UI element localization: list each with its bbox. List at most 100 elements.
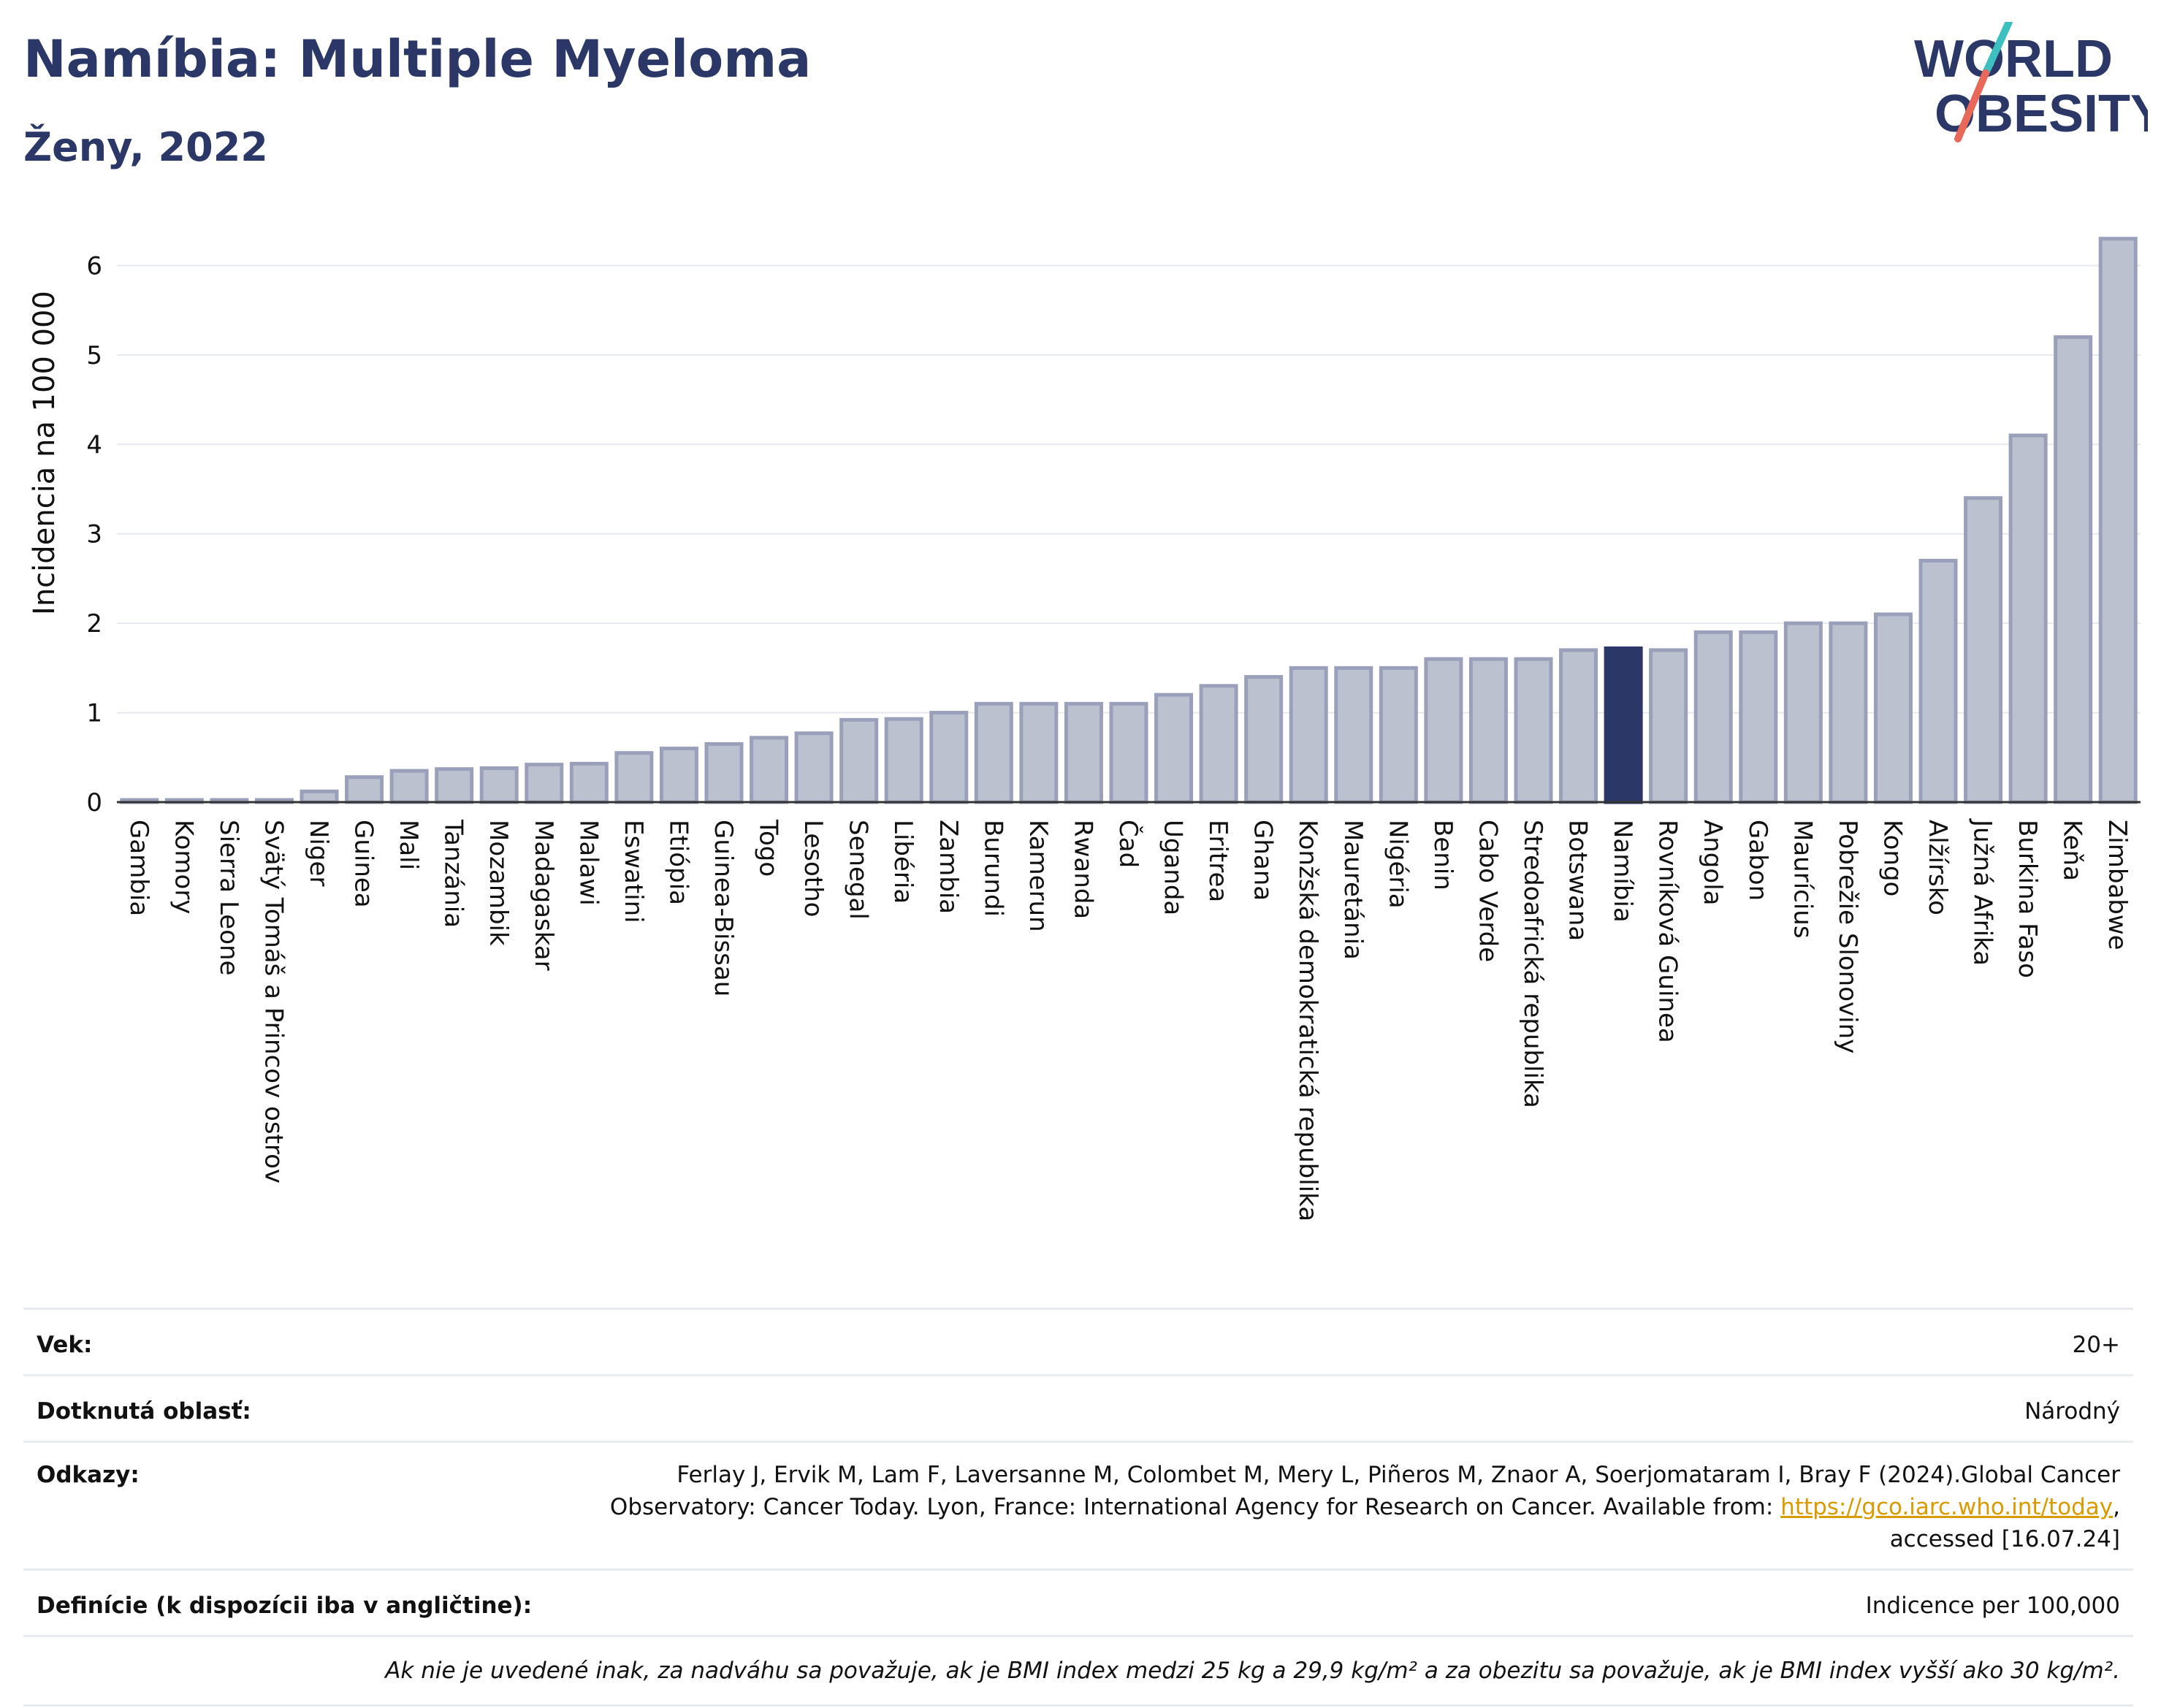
bar[interactable] [479, 766, 519, 804]
bar[interactable] [435, 767, 474, 804]
bar[interactable] [1559, 648, 1598, 804]
bar[interactable] [1154, 693, 1194, 804]
info-row-definitions: Definície (k dispozícii iba v angličtine… [23, 1568, 2133, 1635]
references-label: Odkazy: [37, 1462, 140, 1488]
x-tick-label: Gambia [124, 820, 153, 916]
bar[interactable] [614, 751, 654, 804]
bar[interactable] [704, 741, 744, 804]
x-tick-label: Svätý Tomáš a Princov ostrov [259, 820, 288, 1183]
x-axis-labels: Gambia Komory Sierra Leone Svätý Tomáš a Pr… [124, 818, 2132, 1221]
bar[interactable] [1604, 646, 1643, 804]
chart-title: Namíbia: Multiple Myeloma [23, 29, 812, 89]
x-tick-label: Rovníková Guinea [1653, 820, 1682, 1043]
bar[interactable] [569, 761, 609, 804]
y-tick-label: 5 [86, 341, 102, 370]
x-tick-label: Uganda [1159, 820, 1188, 915]
bar[interactable] [525, 763, 564, 804]
bar[interactable] [750, 736, 789, 804]
bar[interactable] [300, 789, 339, 804]
bar[interactable] [2054, 335, 2093, 804]
x-tick-label: Nigéria [1383, 820, 1412, 909]
age-value: 20+ [2072, 1332, 2120, 1358]
bar[interactable] [1199, 684, 1238, 804]
bar[interactable] [1424, 657, 1463, 804]
bar[interactable] [1918, 558, 1958, 804]
bar[interactable] [389, 769, 429, 804]
bar[interactable] [1379, 666, 1418, 804]
bar[interactable] [2098, 237, 2138, 804]
bar[interactable] [794, 731, 834, 804]
bar[interactable] [1334, 666, 1373, 804]
bars [120, 237, 2138, 804]
x-tick-label: Mozambik [484, 820, 513, 946]
bar[interactable] [1739, 630, 1778, 804]
x-tick-label: Senegal [844, 820, 873, 920]
x-tick-label: Burkina Faso [2013, 820, 2042, 978]
bar[interactable] [884, 717, 923, 804]
x-tick-label: Burundi [978, 820, 1007, 917]
x-tick-label: Namíbia [1608, 820, 1637, 923]
bar[interactable] [1829, 621, 1868, 804]
x-tick-label: Pobrežie Slonoviny [1833, 820, 1862, 1053]
x-tick-label: Angola [1698, 820, 1727, 905]
bar[interactable] [1468, 657, 1508, 804]
bar[interactable] [2008, 433, 2048, 804]
bar[interactable] [1693, 630, 1733, 804]
area-value: Národný [2024, 1398, 2120, 1425]
bar-chart: 0 1 2 3 4 5 6 Gambia Komory Sierra Leone Svätý To… [28, 237, 2141, 1221]
x-tick-label: Kongo [1878, 820, 1907, 896]
x-tick-label: Guinea [349, 820, 378, 908]
x-tick-label: Mali [394, 820, 423, 870]
bar[interactable] [1873, 612, 1913, 804]
bar[interactable] [974, 701, 1013, 804]
y-tick-label: 4 [86, 430, 102, 460]
y-tick-label: 2 [86, 609, 102, 638]
bar[interactable] [1783, 621, 1823, 804]
bar[interactable] [1514, 657, 1553, 804]
x-tick-label: Tanzánia [439, 819, 468, 928]
reference-link[interactable]: https://gco.iarc.who.int/today [1780, 1494, 2114, 1520]
info-table: Vek: 20+ Dotknutá oblasť: Národný Odkazy… [23, 1308, 2133, 1707]
x-tick-label: Madagaskar [529, 820, 558, 971]
bmi-footnote: Ak nie je uvedené inak, za nadváhu sa po… [23, 1635, 2133, 1707]
bar[interactable] [1964, 496, 2003, 804]
definitions-value: Indicence per 100,000 [1865, 1593, 2120, 1619]
bar[interactable] [1019, 701, 1059, 804]
x-tick-label: Zambia [934, 820, 963, 914]
x-tick-label: Benin [1428, 820, 1457, 891]
area-label: Dotknutá oblasť: [37, 1398, 251, 1425]
y-tick-label: 1 [86, 699, 102, 728]
x-tick-label: Mauretánia [1338, 820, 1368, 960]
info-row-references: Odkazy: Ferlay J, Ervik M, Lam F, Lavers… [23, 1441, 2133, 1568]
y-axis-ticks: 0 1 2 3 4 5 6 [86, 251, 102, 817]
y-tick-label: 6 [86, 251, 102, 281]
bar[interactable] [1244, 675, 1284, 804]
x-tick-label: Eswatini [619, 820, 648, 923]
bar[interactable] [659, 747, 698, 804]
bar[interactable] [345, 775, 384, 804]
x-tick-label: Lesotho [799, 820, 828, 917]
x-tick-label: Komory [169, 820, 198, 914]
y-axis-title: Incidencia na 100 000 [28, 291, 61, 615]
x-tick-label: Gabon [1743, 820, 1772, 901]
bar[interactable] [1109, 701, 1148, 804]
bar[interactable] [1289, 666, 1328, 804]
x-tick-label: Maurícius [1788, 820, 1817, 939]
bar[interactable] [1064, 701, 1103, 804]
reference-line-2-end: , [2113, 1494, 2120, 1520]
bar[interactable] [1649, 648, 1688, 804]
bar[interactable] [839, 717, 879, 804]
reference-line-1: Ferlay J, Ervik M, Lam F, Laversanne M, … [676, 1462, 2120, 1488]
x-tick-label: Zimbabwe [2103, 820, 2132, 950]
x-tick-label: Južná Afrika [1968, 818, 1997, 966]
info-row-age: Vek: 20+ [23, 1308, 2133, 1374]
x-tick-label: Stredoafrická republika [1518, 820, 1547, 1108]
x-tick-label: Eritrea [1203, 820, 1232, 902]
bar[interactable] [929, 711, 969, 804]
x-tick-label: Alžírsko [1923, 820, 1952, 915]
x-tick-label: Niger [304, 820, 333, 886]
x-tick-label: Konžská demokratická republika [1293, 820, 1322, 1221]
reference-line-2: Observatory: Cancer Today. Lyon, France:… [609, 1494, 1774, 1520]
reference-line-3: accessed [16.07.24] [1889, 1526, 2120, 1552]
x-tick-label: Guinea-Bissau [709, 820, 738, 996]
